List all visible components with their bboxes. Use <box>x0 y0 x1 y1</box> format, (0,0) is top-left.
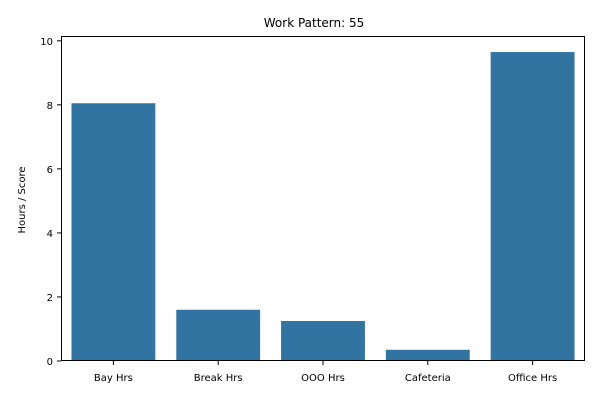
bar-cafeteria <box>385 349 470 361</box>
y-tick-label: 2 <box>47 293 53 304</box>
chart-title: Work Pattern: 55 <box>264 16 365 30</box>
x-tick-label: Bay Hrs <box>94 373 133 384</box>
y-axis-label: Hours / Score <box>17 166 28 233</box>
x-tick-label: OOO Hrs <box>301 373 345 384</box>
bar-office-hrs <box>490 52 575 361</box>
y-tick-label: 4 <box>47 229 53 240</box>
x-tick-label: Break Hrs <box>194 373 243 384</box>
x-tick-label: Cafeteria <box>405 373 451 384</box>
x-axis-ticks: Bay Hrs Break Hrs OOO Hrs Cafeteria Office H… <box>94 361 557 384</box>
y-tick-label: 10 <box>40 37 53 48</box>
bar-bay-hrs <box>71 103 156 361</box>
y-tick-label: 6 <box>47 165 53 176</box>
bar-break-hrs <box>176 309 261 361</box>
y-axis-ticks: 0 2 4 6 8 10 <box>40 37 61 368</box>
bar-ooo-hrs <box>281 320 365 361</box>
x-tick-label: Office Hrs <box>508 373 557 384</box>
plot-frame <box>61 36 585 361</box>
bars-group <box>71 52 575 361</box>
y-tick-label: 0 <box>47 357 53 368</box>
y-tick-label: 8 <box>47 101 53 112</box>
